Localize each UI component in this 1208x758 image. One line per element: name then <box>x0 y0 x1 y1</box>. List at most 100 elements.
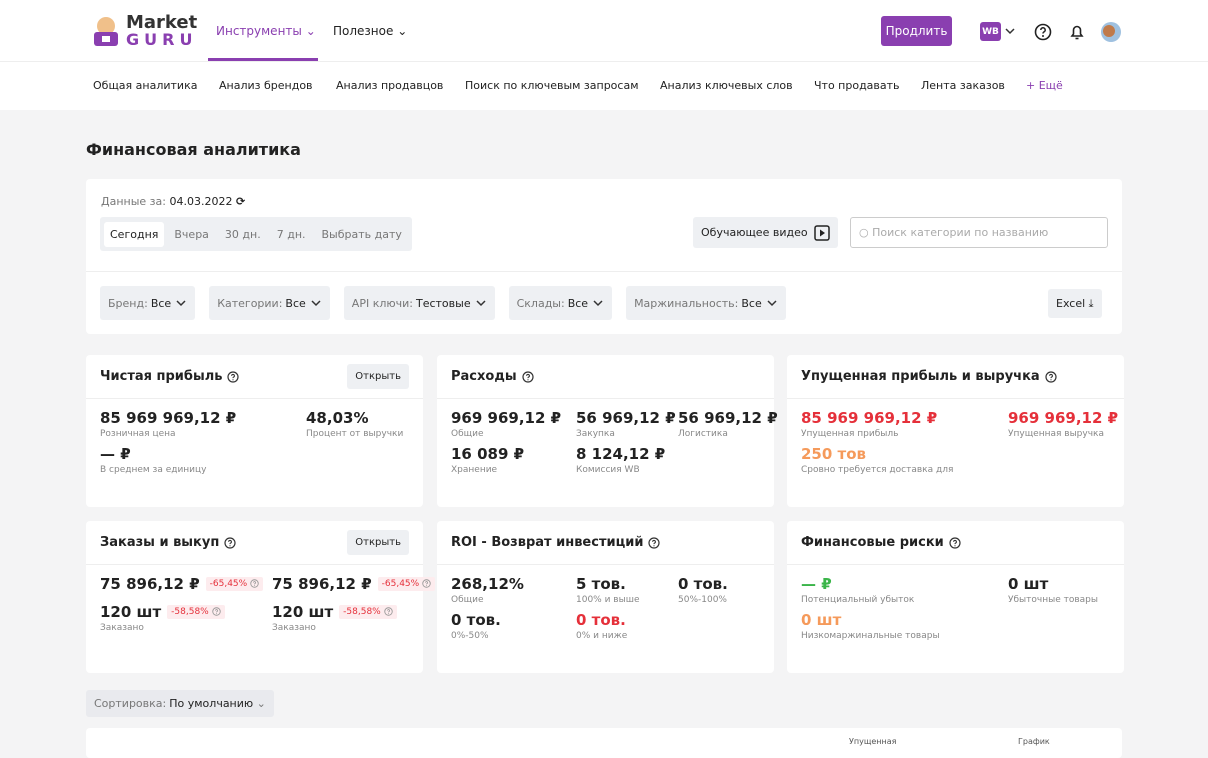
help-icon <box>521 370 534 383</box>
metric: 75 896,12 ₽ -65,45% <box>100 575 272 593</box>
metric-grid: 969 969,12 ₽ Общие 56 969,12 ₽ Закупка 56 96… <box>437 399 778 475</box>
menu-item[interactable]: Полезное ⌄ <box>333 24 408 38</box>
nav-item[interactable]: Что продавать <box>814 79 900 92</box>
nav-item[interactable]: Анализ ключевых слов <box>660 79 793 92</box>
metric-label: Заказано <box>272 623 316 633</box>
metric: 56 969,12 ₽ Закупка <box>576 409 678 439</box>
metric-value: 0 тов. <box>576 611 678 629</box>
period-option[interactable]: 7 дн. <box>276 227 306 241</box>
select-value: Все <box>150 296 172 310</box>
metric-value: 969 969,12 ₽ <box>1008 409 1124 427</box>
nav-item[interactable]: Поиск по ключевым запросам <box>465 79 639 92</box>
card-title-text: Заказы и выкуп <box>100 535 220 550</box>
metric-value-text: 75 896,12 ₽ <box>100 575 200 593</box>
metric-change-text: -58,58% <box>171 607 209 617</box>
chevron <box>593 300 603 307</box>
metric-value-text: 56 969,12 ₽ <box>576 409 676 427</box>
select-value: Все <box>741 296 762 310</box>
chevron <box>767 300 777 307</box>
help-icon[interactable] <box>1033 22 1053 42</box>
chevron <box>176 300 186 307</box>
metric: — ₽ Потенциальный убыток <box>801 575 1008 605</box>
date-row: Данные за: 04.03.2022 ⟳ <box>101 195 245 208</box>
metric-grid: 75 896,12 ₽ -65,45% 75 896,12 ₽ -65,45% 120 … <box>86 565 436 633</box>
sub-nav <box>0 62 1208 110</box>
filter-select[interactable]: Бренд: Все <box>100 286 196 320</box>
select-label: API ключи: <box>351 296 413 310</box>
metric-value: 8 124,12 ₽ <box>576 445 678 463</box>
excel-button[interactable]: Excel ⤓ <box>1048 289 1102 318</box>
help-icon <box>384 607 393 616</box>
period-option[interactable]: 30 дн. <box>224 227 261 241</box>
metric: 48,03% Процент от выручки <box>306 409 421 439</box>
card-title: ROI - Возврат инвестиций <box>451 535 661 550</box>
table-header: Упущенная <box>849 737 897 746</box>
nav-item[interactable]: Общая аналитика <box>93 79 198 92</box>
open-button[interactable]: Открыть <box>347 530 409 555</box>
metric-label: Убыточные товары <box>1008 595 1098 605</box>
metric-grid: 268,12% Общие 5 тов. 100% и выше 0 тов. 50%-1… <box>437 565 774 641</box>
card-title-text: Расходы <box>451 369 517 384</box>
nav-item[interactable]: Лента заказов <box>921 79 1005 92</box>
renew-button[interactable]: Продлить <box>881 16 952 46</box>
metric-value-text: 0 тов. <box>678 575 728 593</box>
card-header: Чистая прибыль Открыть <box>86 355 423 399</box>
help-icon <box>224 536 236 549</box>
search-input[interactable]: ○ Поиск категории по названию <box>850 217 1108 248</box>
metric-value: 0 тов. <box>451 611 576 629</box>
filter-select[interactable]: Маржинальность: Все <box>626 286 786 320</box>
metric-label: Общие <box>451 429 484 439</box>
menu-item[interactable]: Инструменты ⌄ <box>216 24 316 38</box>
metric-card: Упущенная прибыль и выручка 85 969 969,12… <box>787 355 1124 507</box>
nav-item[interactable]: + Ещё <box>1026 79 1063 92</box>
excel-text: Excel <box>1056 297 1086 310</box>
metric-value-text: 0 тов. <box>451 611 501 629</box>
metric-value-text: 969 969,12 ₽ <box>451 409 562 427</box>
period-option[interactable]: Выбрать дату <box>321 227 402 241</box>
card-title: Заказы и выкуп <box>100 535 236 550</box>
period-option[interactable]: Вчера <box>174 227 209 241</box>
card-title-text: ROI - Возврат инвестиций <box>451 535 644 550</box>
metric: 268,12% Общие <box>451 575 576 605</box>
period-switch: Сегодня Вчера 30 дн. 7 дн. Выбрать дату <box>100 217 412 251</box>
metric-change: -58,58% <box>167 605 225 619</box>
metric-value: 268,12% <box>451 575 576 593</box>
metric-label: Розничная цена <box>100 429 176 439</box>
card-header: Упущенная прибыль и выручка <box>787 355 1124 399</box>
marketplace-badge[interactable]: WB <box>980 22 1001 41</box>
video-button[interactable]: Обучающее видео <box>693 217 838 248</box>
table-panel: Упущенная График <box>86 728 1122 758</box>
metric-value: 0 тов. <box>678 575 774 593</box>
filter-select[interactable]: Категории: Все <box>209 286 330 320</box>
period-option[interactable]: Сегодня <box>104 221 165 247</box>
nav-item[interactable]: Анализ брендов <box>219 79 313 92</box>
video-text: Обучающее видео <box>701 226 808 239</box>
metric-value-text: 16 089 ₽ <box>451 445 525 463</box>
metric-label: Хранение <box>451 465 498 475</box>
filter-select[interactable]: Склады: Все <box>508 286 613 320</box>
refresh-icon[interactable]: ⟳ <box>235 195 246 208</box>
metric-value: 0 шт <box>1008 575 1124 593</box>
help-icon <box>422 579 431 588</box>
metric-value: — ₽ <box>801 575 1008 593</box>
card-title-text: Финансовые риски <box>801 535 944 550</box>
metric: 75 896,12 ₽ -65,45% <box>272 575 436 593</box>
select-value: Все <box>567 296 589 310</box>
metric-value: 16 089 ₽ <box>451 445 576 463</box>
menu-text: Инструменты <box>216 24 302 38</box>
menu-underline <box>208 58 318 61</box>
metric: — ₽ В среднем за единицу <box>100 445 306 475</box>
filter-select[interactable]: API ключи: Тестовые <box>343 286 495 320</box>
metric: 16 089 ₽ Хранение <box>451 445 576 475</box>
open-button[interactable]: Открыть <box>347 364 409 389</box>
metric-label: Общие <box>451 595 484 605</box>
avatar[interactable] <box>1100 21 1122 43</box>
help-icon <box>648 536 661 549</box>
bell-icon[interactable] <box>1067 22 1087 42</box>
metric: 56 969,12 ₽ Логистика <box>678 409 778 439</box>
nav-item[interactable]: Анализ продавцов <box>336 79 444 92</box>
metric-value: 75 896,12 ₽ -65,45% <box>100 575 272 593</box>
sort-select[interactable]: Сортировка: По умолчанию ⌄ <box>86 690 274 717</box>
metric: 8 124,12 ₽ Комиссия WB <box>576 445 678 475</box>
